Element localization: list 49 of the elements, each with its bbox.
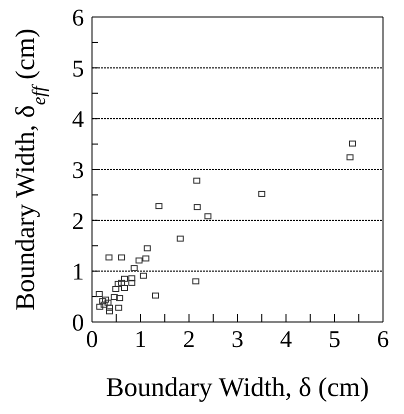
x-tick-label: 4 [280, 327, 292, 354]
point [96, 291, 103, 298]
point [96, 304, 104, 310]
y-tick-label: 6 [72, 6, 84, 32]
point [144, 245, 151, 252]
point [204, 213, 212, 220]
point [118, 254, 126, 260]
point [120, 276, 128, 282]
point [152, 292, 160, 299]
y-tick-label: 1 [72, 260, 84, 286]
point [194, 204, 201, 210]
y-tick-label: 4 [72, 107, 84, 134]
y-tick-label: 3 [72, 158, 84, 184]
point [118, 280, 126, 286]
point [193, 178, 200, 184]
x-tick-label: 2 [183, 327, 195, 354]
y-tick-label: 2 [72, 208, 84, 235]
point [106, 308, 113, 314]
point [112, 286, 120, 292]
x-axis-title: Boundary Width, δ (cm) [106, 372, 370, 402]
point [120, 284, 128, 291]
point [142, 255, 150, 262]
point [115, 304, 122, 311]
point [100, 302, 108, 308]
point [106, 304, 113, 311]
point [346, 154, 354, 160]
point [114, 280, 122, 287]
point [104, 300, 112, 306]
point [192, 278, 200, 284]
point [99, 298, 106, 304]
x-tick-label: 1 [134, 327, 146, 354]
y-tick-label: 0 [72, 310, 84, 337]
x-tick-label: 5 [328, 327, 340, 354]
y-tick-label: 5 [72, 56, 84, 82]
point [136, 257, 143, 264]
point [130, 265, 138, 272]
point [110, 294, 118, 300]
point [176, 236, 184, 242]
point [155, 203, 162, 210]
point [128, 275, 136, 282]
point [102, 296, 110, 303]
point [140, 272, 147, 279]
point [105, 254, 112, 260]
x-tick-label: 3 [232, 327, 244, 354]
point [348, 140, 356, 147]
point [128, 280, 136, 286]
point [258, 190, 266, 197]
point [116, 295, 124, 302]
x-tick-label: 6 [377, 327, 389, 354]
